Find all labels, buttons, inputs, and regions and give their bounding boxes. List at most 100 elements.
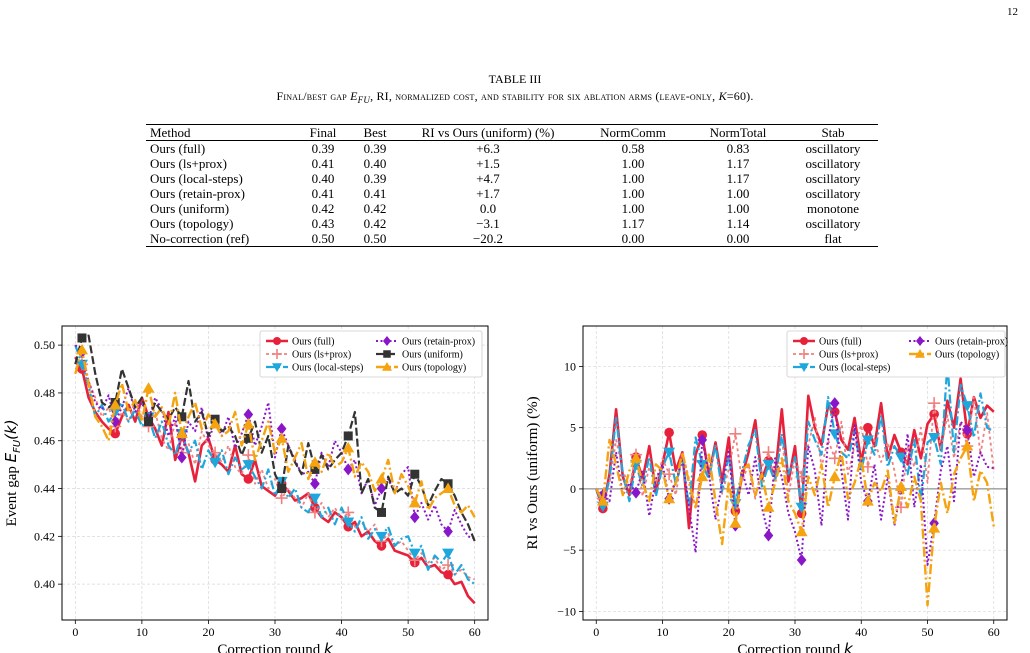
marker-ours-retain-prox bbox=[243, 408, 254, 421]
series-line-ours-retain-prox bbox=[74, 344, 476, 540]
marker-ours-retain-prox bbox=[310, 477, 320, 490]
marker-ours-local-steps bbox=[308, 493, 321, 505]
x-tick-label: 40 bbox=[855, 625, 867, 639]
cell-method: Ours (local-steps) bbox=[150, 171, 243, 186]
x-tick-label: 10 bbox=[136, 625, 148, 639]
marker-ours-ls-prox bbox=[209, 446, 222, 459]
marker-ours-topology bbox=[762, 501, 775, 512]
header-ri: RI vs Ours (uniform) (%) bbox=[421, 125, 555, 140]
marker-ours-topology bbox=[729, 517, 742, 528]
marker-ours-topology bbox=[242, 418, 255, 429]
marker-ours-uniform bbox=[343, 431, 353, 441]
legend-marker-ours-local-steps bbox=[272, 363, 282, 372]
marker-ours-topology bbox=[442, 482, 455, 494]
table-caption: Final/best gap EFU, RI, normalized cost,… bbox=[276, 89, 754, 106]
marker-ours-full bbox=[443, 569, 453, 580]
legend-marker-ours-ls-prox bbox=[272, 349, 282, 359]
cell-method: Ours (uniform) bbox=[150, 201, 230, 216]
x-tick-label: 30 bbox=[789, 625, 801, 639]
marker-ours-local-steps bbox=[242, 460, 255, 471]
header-normtotal: NormTotal bbox=[709, 125, 767, 140]
x-tick-label: 20 bbox=[202, 625, 214, 639]
series-line-ours-topology bbox=[74, 348, 476, 518]
header-best: Best bbox=[363, 125, 387, 140]
cell-ri: +1.5 bbox=[476, 156, 500, 171]
y-tick-label: −5 bbox=[563, 543, 576, 557]
x-tick-label: 60 bbox=[988, 625, 1000, 639]
cell-method: Ours (retain-prox) bbox=[150, 186, 245, 201]
legend-marker-ours-uniform bbox=[383, 350, 391, 358]
cell-normtotal: 1.14 bbox=[726, 216, 750, 231]
series-line-ours-full bbox=[595, 377, 995, 530]
cell-normcomm: 1.17 bbox=[621, 216, 645, 231]
legend-label-ours-ls-prox: Ours (ls+prox) bbox=[819, 350, 878, 361]
plot-area bbox=[74, 333, 476, 605]
cell-normcomm: 1.00 bbox=[621, 156, 645, 171]
legend-box bbox=[259, 330, 483, 378]
marker-ours-ls-prox bbox=[275, 492, 288, 505]
marker-ours-retain-prox bbox=[110, 415, 121, 428]
marker-ours-retain-prox bbox=[796, 553, 807, 566]
cell-normtotal: 1.00 bbox=[726, 186, 750, 201]
cell-best: 0.40 bbox=[363, 156, 387, 171]
cell-stab: oscillatory bbox=[805, 156, 861, 171]
legend-marker-ours-local-steps bbox=[799, 363, 809, 372]
gap-chart: 0 10 20 30 40 50 60 0.40 0.42 0.44 0.46 0.48 0.50 Cor… bbox=[2, 325, 489, 653]
marker-ours-ls-prox bbox=[729, 427, 742, 440]
marker-ours-topology bbox=[663, 492, 676, 504]
cell-best: 0.39 bbox=[363, 171, 387, 186]
x-tick-label: 50 bbox=[402, 625, 414, 639]
marker-ours-local-steps bbox=[928, 432, 941, 444]
cell-ri: +1.7 bbox=[476, 186, 500, 201]
marker-ours-retain-prox bbox=[763, 529, 774, 542]
y-tick-label: −10 bbox=[557, 604, 576, 618]
cell-final: 0.42 bbox=[311, 201, 335, 216]
cell-best: 0.42 bbox=[363, 201, 387, 216]
table-header-row: Method Final Best RI vs Ours (uniform) (… bbox=[146, 124, 878, 141]
table-row: Ours (ls+prox) 0.41 0.40 +1.5 1.00 1.17 … bbox=[146, 156, 878, 171]
cell-method: Ours (ls+prox) bbox=[150, 156, 228, 171]
marker-ours-local-steps bbox=[895, 452, 907, 464]
x-tick-label: 10 bbox=[657, 625, 669, 639]
legend-label-ours-local-steps: Ours (local-steps) bbox=[292, 363, 363, 374]
legend-label-ours-local-steps: Ours (local-steps) bbox=[819, 363, 890, 374]
x-tick-label: 20 bbox=[723, 625, 735, 639]
y-tick-label: 0.40 bbox=[34, 577, 55, 591]
x-tick-label: 60 bbox=[469, 625, 481, 639]
legend-marker-ours-full bbox=[273, 337, 281, 345]
cell-method: Ours (full) bbox=[150, 141, 206, 156]
marker-ours-local-steps bbox=[109, 407, 122, 419]
legend-marker-ours-ls-prox bbox=[799, 349, 809, 359]
legend-label-ours-uniform: Ours (uniform) bbox=[402, 350, 463, 361]
marker-ours-uniform bbox=[310, 464, 320, 474]
ri-chart: 0 10 20 30 40 50 60 −10 −5 0 5 10 Correction round k… bbox=[525, 325, 1008, 653]
marker-ours-uniform bbox=[243, 433, 253, 443]
marker-ours-local-steps bbox=[961, 401, 974, 412]
legend-marker-ours-retain-prox bbox=[916, 336, 924, 346]
marker-ours-topology bbox=[895, 480, 907, 491]
cell-stab: oscillatory bbox=[805, 171, 861, 186]
marker-ours-retain-prox bbox=[177, 451, 187, 464]
cell-normcomm: 1.00 bbox=[621, 171, 645, 186]
cell-stab: oscillatory bbox=[805, 186, 861, 201]
x-tick-label: 30 bbox=[269, 625, 281, 639]
cell-method: No-correction (ref) bbox=[150, 231, 250, 246]
marker-ours-local-steps bbox=[209, 457, 222, 469]
table-row: Ours (local-steps) 0.40 0.39 +4.7 1.00 1… bbox=[146, 171, 878, 186]
legend-label-ours-retain-prox: Ours (retain-prox) bbox=[935, 337, 1008, 348]
legend: Ours (full) Ours (ls+prox) Ours (local-ste… bbox=[259, 330, 483, 378]
marker-ours-uniform bbox=[410, 469, 420, 479]
results-table: Method Final Best RI vs Ours (uniform) (… bbox=[146, 124, 878, 247]
plot-area bbox=[595, 362, 995, 607]
y-tick-label: 0.48 bbox=[34, 386, 55, 400]
marker-ours-full bbox=[243, 474, 254, 484]
cell-method: Ours (topology) bbox=[150, 216, 234, 231]
marker-ours-uniform bbox=[277, 484, 287, 494]
cell-ri: −3.1 bbox=[476, 216, 500, 231]
cell-normtotal: 0.00 bbox=[726, 231, 750, 246]
cell-normtotal: 1.00 bbox=[726, 201, 750, 216]
marker-ours-retain-prox bbox=[343, 463, 354, 476]
x-tick-label: 40 bbox=[336, 625, 348, 639]
x-tick-label: 0 bbox=[72, 625, 78, 639]
marker-ours-ls-prox bbox=[861, 460, 874, 473]
